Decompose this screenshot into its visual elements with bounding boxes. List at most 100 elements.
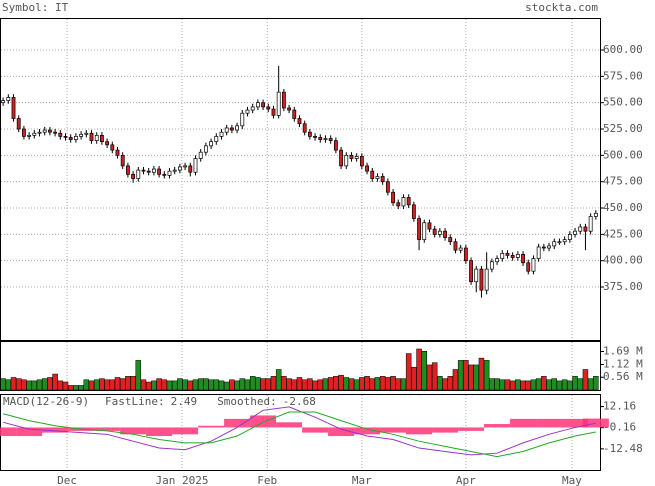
candle-body [500,252,505,259]
volume-bar [192,379,199,391]
candle-body [219,131,224,137]
macd-histogram-bar [406,427,433,435]
volume-bar [338,374,344,391]
candle-body [365,165,369,172]
candle-body [510,255,515,258]
candle-body [22,128,26,137]
candle-body [136,169,141,179]
volume-bar [520,380,526,391]
volume-bar [208,379,214,391]
candle-body [515,254,520,258]
volume-bar [239,378,246,391]
candle-body [557,241,562,244]
volume-bar [452,369,459,391]
x-tick-label: Feb [257,474,277,486]
candle-body [48,129,52,133]
volume-bar [561,379,568,391]
macd-histogram-bar [120,427,147,435]
volume-bar [530,379,537,391]
macd-histogram-bar [16,427,43,437]
volume-bar [161,379,168,391]
volume-bar [395,378,402,391]
candle-body [193,158,198,173]
volume-bar [130,376,136,391]
volume-bar [333,376,339,391]
y-tick-label: 12.16 [603,400,636,413]
candle-body [157,168,162,175]
volume-bar [5,379,12,391]
candle-body [484,268,489,291]
volume-bar [21,379,27,391]
candle-body [349,155,354,159]
candle-body [250,106,255,111]
volume-bar [73,385,79,391]
volume-bar [36,379,43,391]
y-tick-label: 550.00 [603,96,643,109]
macd-histogram-bar [302,427,329,433]
candle-body [183,165,188,168]
candle-body [323,138,328,140]
candle-body [318,137,323,140]
volume-bar [156,378,162,391]
candle-body [141,169,146,172]
volume-bar [125,376,131,391]
volume-bar [385,377,391,391]
candle-body [105,141,110,146]
volume-bar [41,378,48,391]
macd-histogram-bar [458,427,485,431]
candle-body [32,132,37,136]
candle-body [313,136,317,138]
macd-histogram-bar [224,418,251,428]
candle-body [495,258,499,263]
volume-bar [229,379,235,391]
volume-bar [317,379,324,391]
volume-bar [286,378,292,391]
candle-body [151,168,156,173]
volume-bar [426,364,433,391]
candle-body [396,202,401,207]
volume-bar [151,380,157,391]
candle-body [261,102,265,108]
macd-histogram-bar [42,427,69,433]
volume-bar [473,364,480,391]
candle-body [53,131,58,134]
macd-histogram-bar [510,418,537,428]
volume-bar [364,376,370,391]
legend-value: 2.49 [171,395,198,408]
volume-bar [312,380,318,391]
source: stockta.com [525,1,598,14]
volume-bar [447,376,454,391]
candle-body [505,252,510,256]
volume-bar [47,377,53,391]
y-tick-label: 400.00 [603,254,643,267]
volume-bar [52,373,58,391]
candle-body [167,170,172,176]
volume-bar [515,379,521,391]
volume-bar [140,379,147,391]
volume-bar [31,380,38,391]
volume-bar [437,376,443,391]
candle-body [547,245,551,249]
candle-body [68,137,73,140]
x-tick-label: Dec [57,474,77,486]
y-tick-label: 600.00 [603,43,643,56]
candle-body [1,100,6,104]
candle-body [198,151,203,159]
y-tick-label: 475.00 [603,175,643,188]
volume-bar [177,378,183,391]
candle-body [385,181,390,193]
candle-body [526,262,531,272]
volume-bar [541,376,547,391]
candle-body [84,132,89,135]
candle-body [16,118,21,130]
volume-bar [145,381,152,391]
candle-body [411,204,416,219]
candle-body [443,230,447,238]
macd-histogram-bar [484,424,511,428]
candle-body [162,173,167,176]
volume-bar [171,380,178,391]
legend-label: FastLine: [105,395,165,408]
candle-body [479,268,484,291]
volume-bar [327,377,334,391]
